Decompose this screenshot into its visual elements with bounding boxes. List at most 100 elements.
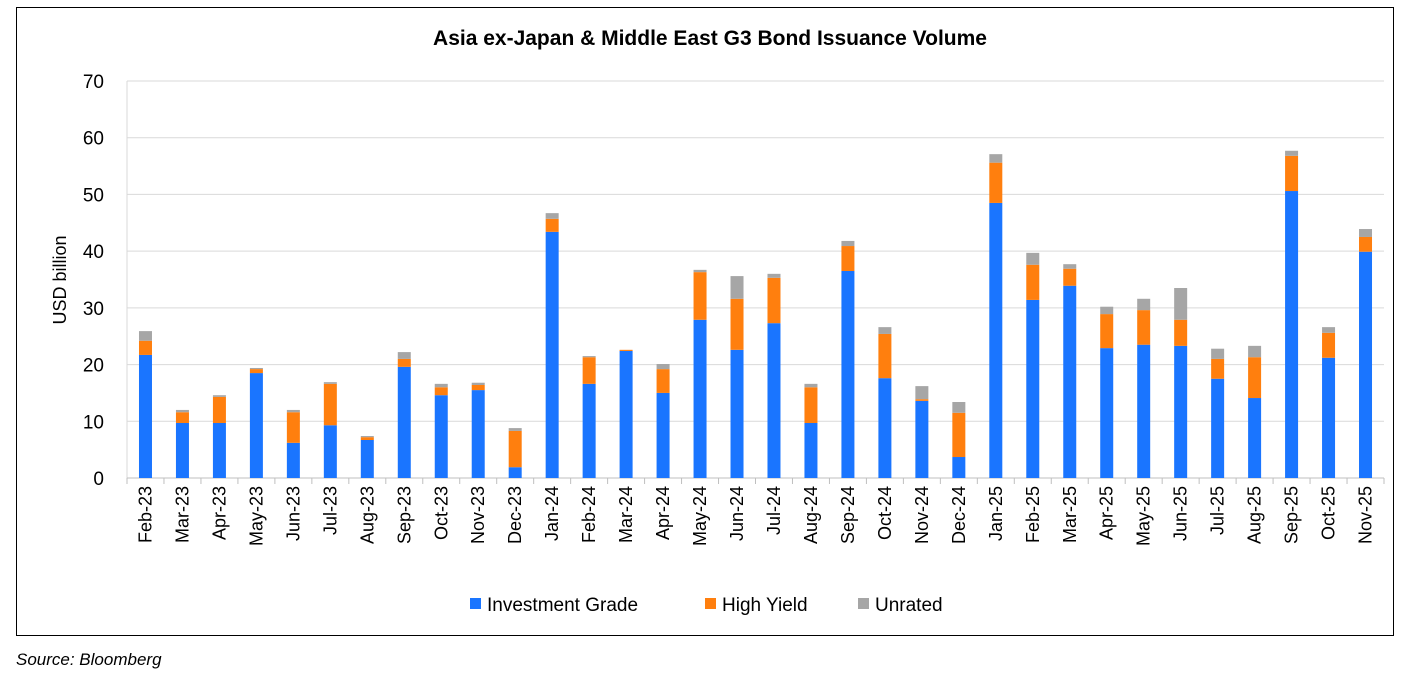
bar-unrated	[693, 269, 707, 273]
bar-investment-grade	[915, 400, 929, 478]
bar-investment-grade	[1322, 357, 1336, 478]
bar-high-yield	[767, 277, 781, 324]
x-tick-label: Apr-24	[653, 486, 673, 540]
bar-high-yield	[1063, 268, 1077, 286]
bar-unrated	[1285, 150, 1299, 156]
bar-investment-grade	[1026, 299, 1040, 478]
bar-investment-grade	[693, 319, 707, 478]
bar-high-yield	[1026, 264, 1040, 300]
bar-unrated	[1248, 345, 1262, 358]
bar-unrated	[1026, 252, 1040, 265]
bar-high-yield	[1211, 358, 1225, 379]
x-tick-label: Sep-25	[1282, 486, 1302, 544]
bar-investment-grade	[730, 349, 744, 478]
bar-investment-grade	[1063, 285, 1077, 478]
bar-high-yield	[619, 349, 633, 351]
x-tick-label: Jul-24	[764, 486, 784, 535]
bar-high-yield	[1248, 357, 1262, 399]
x-tick-label: Mar-25	[1060, 486, 1080, 543]
x-tick-label: Jan-24	[542, 486, 562, 541]
x-tick-label: Nov-25	[1356, 486, 1376, 544]
bar-investment-grade	[767, 323, 781, 478]
chart-frame	[16, 7, 1394, 636]
bar-high-yield	[915, 399, 929, 401]
bar-high-yield	[397, 358, 411, 367]
bar-high-yield	[656, 369, 670, 393]
bar-investment-grade	[1211, 378, 1225, 478]
y-tick-label: 30	[83, 299, 104, 320]
bar-investment-grade	[471, 390, 485, 478]
bar-investment-grade	[434, 395, 448, 478]
bar-investment-grade	[952, 457, 966, 478]
bar-unrated	[989, 154, 1003, 163]
bar-unrated	[1322, 327, 1336, 333]
bar-high-yield	[508, 430, 522, 468]
bar-unrated	[1359, 229, 1373, 237]
x-tick-label: Jul-25	[1208, 486, 1228, 535]
bar-high-yield	[323, 383, 337, 426]
x-tick-label: Jan-25	[986, 486, 1006, 541]
bar-investment-grade	[1100, 348, 1114, 478]
bar-investment-grade	[360, 440, 374, 478]
bar-unrated	[1063, 264, 1077, 269]
source-note: Source: Bloomberg	[16, 650, 162, 669]
bar-unrated	[656, 364, 670, 370]
bar-high-yield	[1359, 236, 1373, 252]
bar-unrated	[1100, 306, 1114, 315]
x-tick-label: Feb-23	[135, 486, 155, 543]
bar-investment-grade	[619, 350, 633, 478]
bar-high-yield	[582, 357, 596, 384]
bar-unrated	[1211, 348, 1225, 359]
x-tick-label: Dec-23	[505, 486, 525, 544]
x-tick-label: Jun-23	[283, 486, 303, 541]
x-tick-label: Dec-24	[949, 486, 969, 544]
bar-unrated	[915, 386, 929, 400]
x-tick-label: Oct-25	[1319, 486, 1339, 540]
bar-high-yield	[286, 412, 300, 443]
bar-investment-grade	[397, 366, 411, 478]
legend-label: Unrated	[875, 595, 943, 616]
bar-unrated	[323, 382, 337, 384]
chart-title: Asia ex-Japan & Middle East G3 Bond Issu…	[433, 27, 987, 50]
y-tick-label: 40	[83, 242, 104, 263]
bar-unrated	[841, 240, 855, 247]
x-tick-label: May-24	[690, 486, 710, 546]
bar-high-yield	[545, 218, 559, 232]
y-tick-label: 70	[83, 72, 104, 93]
y-tick-label: 60	[83, 129, 104, 150]
bar-high-yield	[249, 369, 263, 374]
bar-unrated	[138, 331, 152, 341]
bar-unrated	[730, 276, 744, 299]
legend-swatch	[705, 598, 716, 609]
x-tick-label: Aug-24	[801, 486, 821, 544]
bar-investment-grade	[989, 202, 1003, 478]
x-tick-label: Feb-24	[579, 486, 599, 543]
y-tick-label: 50	[83, 185, 104, 206]
bar-investment-grade	[323, 425, 337, 478]
bar-unrated	[804, 383, 818, 388]
bar-unrated	[508, 428, 522, 431]
bar-unrated	[952, 402, 966, 413]
x-tick-label: Apr-23	[209, 486, 229, 540]
bar-high-yield	[841, 246, 855, 271]
bar-high-yield	[1174, 319, 1188, 346]
bar-unrated	[1174, 288, 1188, 320]
bar-investment-grade	[656, 392, 670, 478]
bar-investment-grade	[878, 378, 892, 478]
bar-investment-grade	[582, 383, 596, 478]
bar-investment-grade	[249, 373, 263, 478]
x-tick-label: Jul-23	[320, 486, 340, 535]
bar-unrated	[545, 213, 559, 219]
bar-unrated	[582, 356, 596, 358]
x-tick-label: Feb-25	[1023, 486, 1043, 543]
x-tick-label: Oct-24	[875, 486, 895, 540]
x-tick-label: Jun-24	[727, 486, 747, 541]
bar-unrated	[175, 409, 189, 413]
bar-investment-grade	[1359, 251, 1373, 478]
bar-unrated	[212, 395, 226, 397]
bar-unrated	[360, 436, 374, 438]
bar-investment-grade	[804, 422, 818, 478]
x-tick-label: Nov-24	[912, 486, 932, 544]
bar-investment-grade	[1285, 191, 1299, 479]
